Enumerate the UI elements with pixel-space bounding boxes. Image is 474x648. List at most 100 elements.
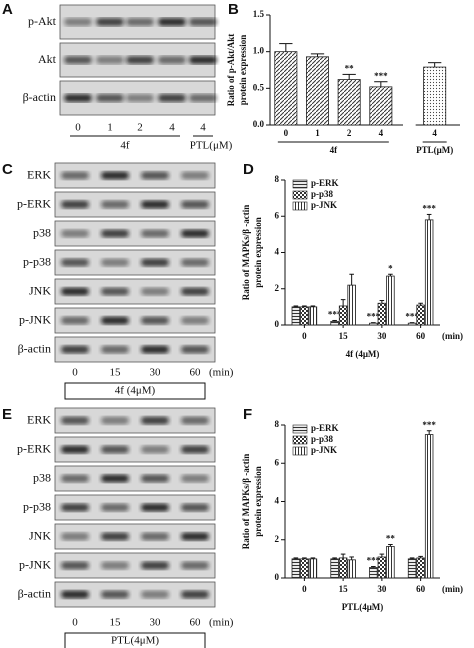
legend-swatch xyxy=(292,179,308,189)
error-bar xyxy=(371,322,376,324)
error-bar xyxy=(388,544,393,547)
blot-band xyxy=(101,445,129,454)
legend-label: p-p38 xyxy=(311,434,334,444)
blot-band xyxy=(96,94,124,102)
error-bar xyxy=(426,213,432,220)
bar xyxy=(291,558,301,579)
significance: * xyxy=(388,263,393,273)
blot-band xyxy=(181,445,209,454)
blot-band xyxy=(141,416,169,425)
error-bar xyxy=(293,305,299,307)
blot-band xyxy=(61,503,89,512)
bar xyxy=(407,558,417,579)
error-bar xyxy=(340,553,346,558)
blot-band xyxy=(181,287,209,296)
row-label: Akt xyxy=(38,52,57,66)
y-tick-label: 0 xyxy=(275,572,280,582)
significance: *** xyxy=(328,310,342,320)
y-tick-label: 0 xyxy=(275,319,280,329)
x-tick-label: 30 xyxy=(377,584,387,594)
row-label: p-ERK xyxy=(17,196,51,210)
legend-swatch xyxy=(292,190,308,200)
y-tick-label: 6 xyxy=(275,457,280,467)
bar xyxy=(369,567,378,579)
bar xyxy=(369,322,378,326)
x-tick-label: 30 xyxy=(377,331,387,341)
blot-band xyxy=(189,56,217,64)
blot-band xyxy=(141,445,169,454)
blot-band xyxy=(61,316,89,325)
blot-band xyxy=(141,503,169,512)
x-axis-label: 4f (4μM) xyxy=(346,349,380,359)
blot-band xyxy=(101,287,129,296)
y-tick-label: 1.5 xyxy=(253,9,265,19)
bar xyxy=(308,306,318,326)
row-label: p-p38 xyxy=(23,499,51,513)
blot-band xyxy=(101,258,129,267)
panel-letter: B xyxy=(228,1,239,18)
legend-swatch xyxy=(292,201,308,211)
blot-band xyxy=(181,416,209,425)
x-tick-label: 1 xyxy=(315,128,320,138)
blot-band xyxy=(61,445,89,454)
blot-band xyxy=(141,590,169,599)
bar xyxy=(338,557,348,579)
blot-band xyxy=(141,345,169,354)
significance: *** xyxy=(405,312,419,322)
blot-band xyxy=(158,94,186,102)
row-label: β-actin xyxy=(23,90,56,104)
blot-band xyxy=(181,229,209,238)
lane-label: 0 xyxy=(72,367,78,379)
bar xyxy=(347,284,356,326)
error-bar xyxy=(332,557,337,559)
row-label: p-ERK xyxy=(17,441,51,455)
error-bar xyxy=(426,430,432,435)
y-axis-label: protein expression xyxy=(253,217,263,287)
blot-band xyxy=(61,532,89,541)
blot-band xyxy=(141,474,169,483)
row-label: β-actin xyxy=(18,341,51,355)
row-label: p38 xyxy=(33,470,51,484)
blot-band xyxy=(141,316,169,325)
row-label: p-p38 xyxy=(23,254,51,268)
bar xyxy=(424,219,434,326)
error-bar xyxy=(332,319,337,322)
group-label: PTL(μM) xyxy=(190,140,233,152)
bar xyxy=(300,306,309,326)
y-tick-label: 2 xyxy=(275,283,280,293)
lane-label: 1 xyxy=(107,122,113,134)
lane-label: 30 xyxy=(150,617,162,629)
blot-band xyxy=(61,416,89,425)
error-bar xyxy=(279,43,293,52)
row-label: p-JNK xyxy=(19,557,51,571)
blot-band xyxy=(126,18,154,26)
group-box xyxy=(64,382,206,400)
blot-band xyxy=(101,171,129,180)
bar xyxy=(337,79,361,126)
error-bar xyxy=(302,305,307,307)
blot-band xyxy=(61,229,89,238)
legend-swatch xyxy=(292,446,308,456)
error-bar xyxy=(371,566,376,568)
blot-band xyxy=(181,503,209,512)
bar xyxy=(330,320,339,326)
y-axis-label: Ratio of MAPKs/β -actin xyxy=(241,205,251,300)
error-bar xyxy=(310,557,316,559)
bar xyxy=(407,322,417,326)
blot-band xyxy=(141,532,169,541)
group-label: PTL(μM) xyxy=(416,145,453,155)
bar xyxy=(274,51,298,126)
blot-band xyxy=(96,56,124,64)
legend-swatch xyxy=(292,424,308,434)
significance: *** xyxy=(422,420,436,430)
bar xyxy=(386,275,395,326)
lane-unit: (min) xyxy=(209,367,234,379)
bar xyxy=(300,558,309,579)
bar xyxy=(386,546,395,579)
blot-band xyxy=(61,474,89,483)
error-bar xyxy=(409,557,415,559)
blot-band xyxy=(101,200,129,209)
x-tick-label: 4 xyxy=(432,128,437,138)
bar xyxy=(347,559,356,579)
panel-letter: F xyxy=(243,406,252,423)
